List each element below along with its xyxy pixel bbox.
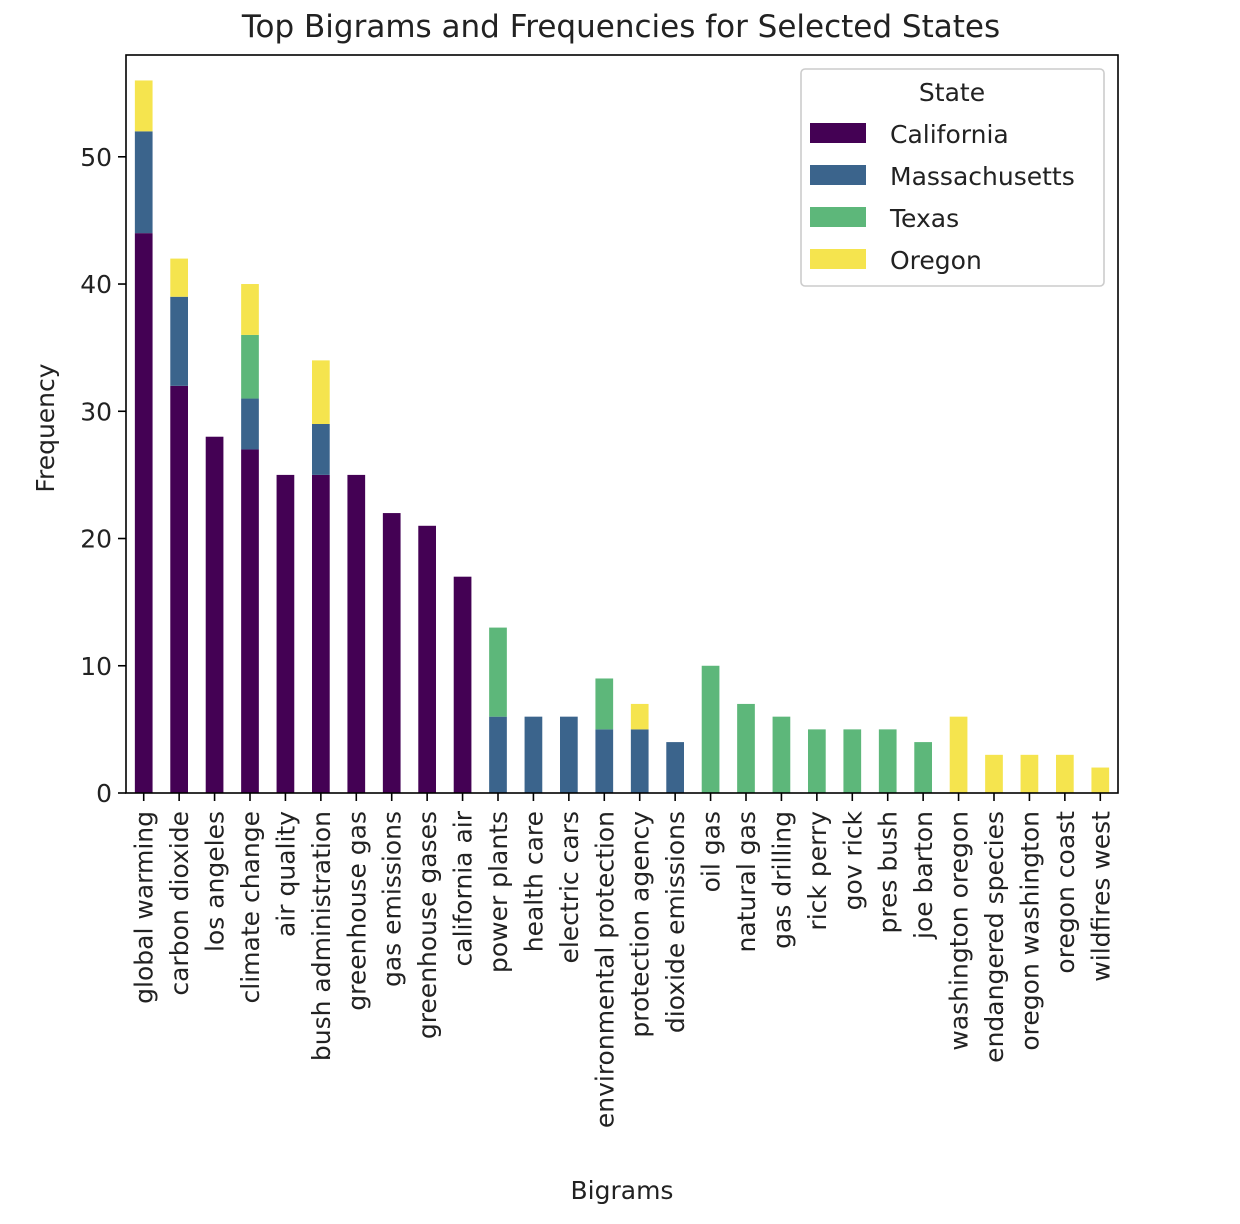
x-tick-label-greenhouse-gases: greenhouse gases <box>413 811 442 1039</box>
bar-environmental-protection-texas <box>595 678 614 730</box>
bar-global-warming-massachusetts <box>134 131 153 234</box>
bar-gas-drilling-texas <box>772 716 791 793</box>
bar-greenhouse-gases-california <box>418 525 436 793</box>
y-tick-label: 30 <box>80 397 112 426</box>
bars <box>134 80 1110 793</box>
x-tick-label-environmental-protection: environmental protection <box>590 811 619 1128</box>
x-tick-label-climate-change: climate change <box>236 811 265 1003</box>
bar-bush-administration-california <box>312 474 330 793</box>
bar-bush-administration-massachusetts <box>312 424 330 475</box>
y-tick-label: 10 <box>80 652 112 681</box>
legend-box <box>800 68 1105 287</box>
legend-label-oregon: Oregon <box>890 246 982 275</box>
bar-climate-change-oregon <box>241 284 259 335</box>
x-tick-label-greenhouse-gas: greenhouse gas <box>342 811 371 1011</box>
x-tick-label-washington-oregon: washington oregon <box>945 811 974 1051</box>
bar-air-quality-california <box>276 474 295 793</box>
y-tick-label: 50 <box>80 143 112 172</box>
legend-label-texas: Texas <box>889 204 959 233</box>
bar-los-angeles-california <box>205 436 224 793</box>
bar-pres-bush-texas <box>878 729 897 793</box>
x-axis: global warming carbon dioxide los angeles c… <box>130 793 1115 1128</box>
bar-endangered-species-oregon <box>985 754 1003 793</box>
legend-swatch-california <box>810 123 866 143</box>
bar-electric-cars-massachusetts <box>560 716 578 793</box>
y-axis: 0 10 20 30 40 50 <box>80 143 126 808</box>
bar-carbon-dioxide-california <box>170 385 188 793</box>
bar-wildfires-west-oregon <box>1091 767 1110 793</box>
x-tick-label-health-care: health care <box>519 811 548 952</box>
bar-oregon-washington-oregon <box>1020 754 1039 793</box>
x-tick-label-joe-barton: joe barton <box>909 811 938 940</box>
legend: State California Massachusetts Texas Oregon <box>800 68 1105 287</box>
bar-environmental-protection-massachusetts <box>595 729 614 793</box>
x-tick-label-gov-rick: gov rick <box>838 810 867 910</box>
legend-swatch-texas <box>810 207 866 227</box>
x-tick-label-endangered-species: endangered species <box>980 811 1009 1063</box>
y-tick-label: 20 <box>80 525 112 554</box>
x-tick-label-oregon-washington: oregon washington <box>1015 811 1044 1051</box>
x-tick-label-bush-administration: bush administration <box>307 811 336 1061</box>
bar-protection-agency-massachusetts <box>630 729 649 793</box>
bar-climate-change-massachusetts <box>241 398 259 450</box>
x-axis-label: Bigrams <box>571 1176 674 1205</box>
x-tick-label-electric-cars: electric cars <box>555 811 584 964</box>
bar-carbon-dioxide-oregon <box>170 258 188 297</box>
bar-gov-rick-texas <box>843 729 862 793</box>
x-tick-label-dioxide-emissions: dioxide emissions <box>661 811 690 1033</box>
bar-power-plants-massachusetts <box>489 716 507 793</box>
bar-bush-administration-oregon <box>312 360 330 424</box>
y-tick-label: 40 <box>80 270 112 299</box>
y-tick-label: 0 <box>96 779 112 808</box>
x-tick-label-carbon-dioxide: carbon dioxide <box>165 811 194 996</box>
x-tick-label-california-air: california air <box>449 810 478 966</box>
bar-oil-gas-texas <box>701 665 720 793</box>
x-tick-label-wildfires-west: wildfires west <box>1086 811 1115 982</box>
legend-swatch-massachusetts <box>810 165 866 185</box>
x-tick-label-gas-emissions: gas emissions <box>378 811 407 987</box>
x-tick-label-global-warming: global warming <box>130 811 159 1004</box>
legend-swatch-oregon <box>810 249 866 269</box>
y-axis-label: Frequency <box>31 363 60 492</box>
bar-joe-barton-texas <box>914 742 932 793</box>
x-tick-label-gas-drilling: gas drilling <box>767 811 796 949</box>
bar-oregon-coast-oregon <box>1056 754 1074 793</box>
x-tick-label-air-quality: air quality <box>271 811 300 937</box>
x-tick-label-pres-bush: pres bush <box>874 811 903 934</box>
x-tick-label-power-plants: power plants <box>484 811 513 973</box>
bar-health-care-massachusetts <box>524 716 543 793</box>
bar-washington-oregon-oregon <box>949 716 968 793</box>
x-tick-label-oil-gas: oil gas <box>697 811 726 892</box>
bar-dioxide-emissions-massachusetts <box>666 742 684 793</box>
bar-power-plants-texas <box>489 627 507 717</box>
x-tick-label-oregon-coast: oregon coast <box>1051 811 1080 974</box>
bar-climate-change-texas <box>241 334 259 399</box>
x-tick-label-natural-gas: natural gas <box>732 811 761 953</box>
bar-california-air-california <box>453 576 472 793</box>
plot-frame <box>125 54 1119 794</box>
bar-greenhouse-gas-california <box>347 474 366 793</box>
x-tick-label-los-angeles: los angeles <box>201 811 230 952</box>
bar-climate-change-california <box>241 449 259 793</box>
bar-global-warming-california <box>134 233 153 793</box>
legend-title: State <box>919 78 985 107</box>
x-tick-label-protection-agency: protection agency <box>626 811 655 1038</box>
bar-global-warming-oregon <box>134 80 153 132</box>
bar-gas-emissions-california <box>382 513 401 793</box>
bar-protection-agency-oregon <box>630 703 649 730</box>
bar-rick-perry-texas <box>808 729 826 793</box>
bar-carbon-dioxide-massachusetts <box>170 296 188 386</box>
chart-title: Top Bigrams and Frequencies for Selected… <box>241 9 1000 45</box>
legend-label-massachusetts: Massachusetts <box>890 162 1075 191</box>
legend-label-california: California <box>890 120 1009 149</box>
x-tick-label-rick-perry: rick perry <box>803 811 832 931</box>
bar-natural-gas-texas <box>737 703 755 793</box>
